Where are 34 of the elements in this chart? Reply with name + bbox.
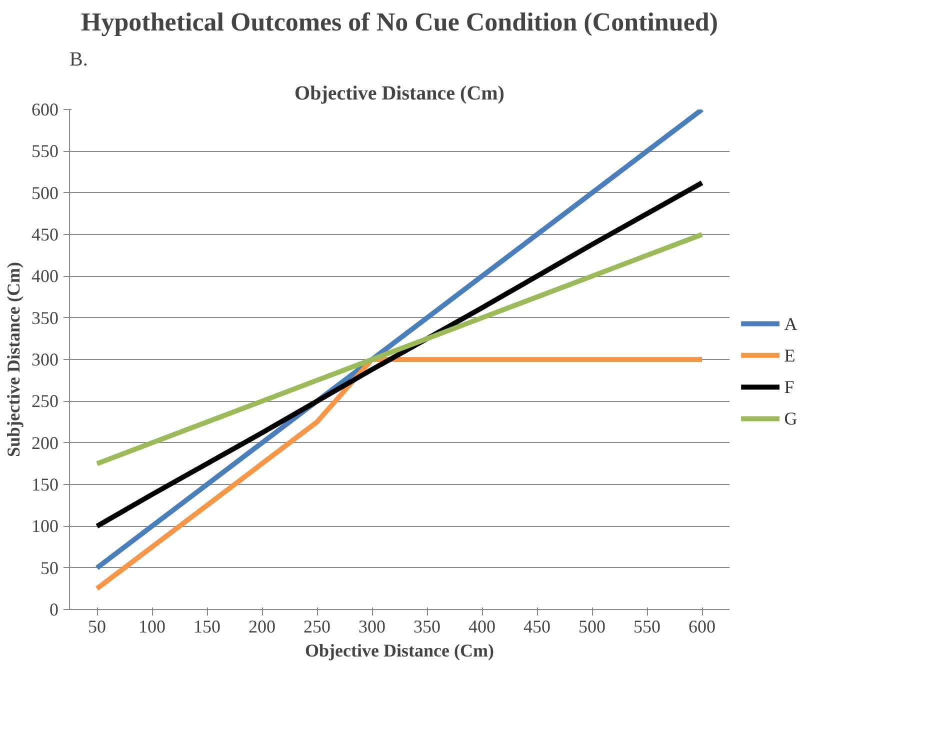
x-axis-title: Objective Distance (Cm)	[305, 640, 494, 660]
y-tick-label: 450	[32, 224, 58, 244]
text: B.	[70, 48, 88, 70]
y-tick-label: 150	[32, 474, 58, 494]
legend-label: A	[784, 314, 798, 334]
x-tick-label: 150	[194, 616, 220, 636]
y-tick-label: 200	[32, 432, 58, 453]
x-tick-label: 550	[634, 616, 660, 636]
x-tick-label: 600	[688, 616, 716, 636]
y-tick-label: 600	[32, 100, 58, 120]
x-tick-label: 500	[578, 616, 606, 636]
y-axis-title: Subjective Distance (Cm)	[4, 262, 24, 457]
y-tick-label: 50	[40, 558, 58, 578]
chart-title: Hypothetical Outcomes of No Cue Condition (Continued)	[80, 8, 718, 36]
legend-label: G	[784, 408, 798, 429]
x-tick-label: 50	[88, 616, 106, 636]
y-tick-label: 0	[50, 600, 58, 620]
legend-label: E	[784, 345, 796, 366]
x-tick-label: 400	[468, 616, 496, 636]
y-tick-label: 350	[32, 308, 58, 328]
y-tick-label: 300	[32, 350, 58, 370]
x-tick-label: 100	[138, 616, 166, 636]
text: Objective Distance (Cm)	[294, 82, 504, 104]
y-tick-label: 550	[32, 141, 58, 162]
y-tick-label: 250	[32, 391, 58, 412]
x-tick-label: 250	[304, 616, 330, 636]
y-tick-label: 400	[32, 266, 58, 286]
y-tick-label: 100	[32, 516, 58, 536]
y-tick-label: 500	[32, 182, 58, 203]
x-tick-label: 200	[248, 616, 276, 636]
x-tick-label: 450	[524, 616, 550, 636]
x-tick-label: 350	[414, 616, 440, 636]
x-tick-label: 300	[358, 616, 386, 636]
legend-label: F	[784, 377, 794, 398]
